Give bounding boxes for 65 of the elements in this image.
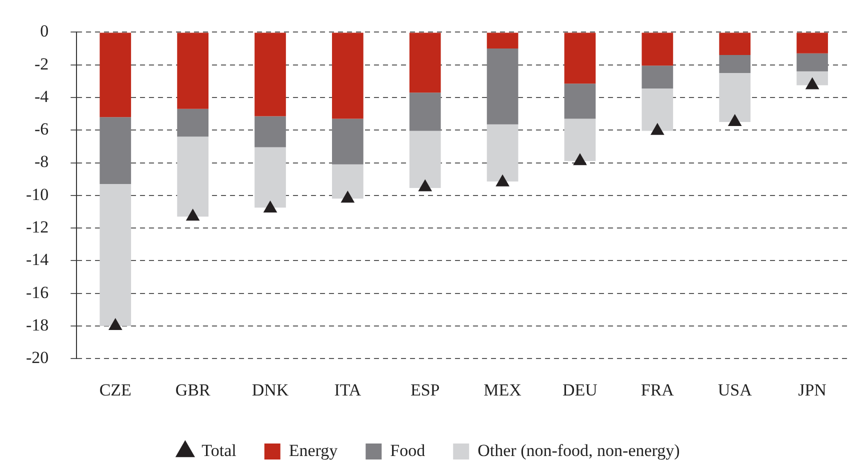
legend-label: Other (non-food, non-energy) (478, 440, 680, 460)
bar (719, 55, 751, 73)
bar (177, 32, 208, 109)
bar (332, 164, 364, 199)
point (805, 77, 820, 90)
bar (177, 108, 208, 137)
x-tick-label: CZE (99, 380, 132, 400)
x-tick-label: DNK (252, 380, 290, 400)
bar (796, 32, 828, 54)
y-tick-label: -20 (26, 348, 49, 368)
point (186, 208, 200, 221)
point (650, 122, 664, 135)
y-tick-label: 0 (40, 22, 49, 41)
bar (642, 66, 674, 89)
bar (796, 53, 828, 72)
bar (409, 92, 441, 131)
bar (642, 32, 674, 66)
x-tick-label: JPN (798, 380, 826, 400)
bar (564, 32, 596, 84)
bar (564, 84, 596, 119)
bar (409, 32, 441, 93)
x-tick-label: USA (718, 380, 753, 400)
bar (100, 32, 132, 118)
point (573, 153, 587, 166)
y-tick-label: -4 (34, 86, 50, 106)
legend-label: Energy (288, 440, 338, 460)
legend-label: Total (202, 440, 237, 460)
point (418, 179, 432, 192)
bar (177, 136, 208, 217)
point (263, 200, 278, 212)
bar (409, 130, 441, 188)
x-tick-label: ITA (334, 380, 362, 400)
bar (719, 32, 751, 56)
y-tick-label: -14 (26, 250, 50, 270)
bar (486, 124, 518, 182)
x-tick-label: GBR (175, 380, 211, 400)
legend-label: Food (390, 440, 426, 460)
bar (100, 117, 132, 184)
bar (100, 184, 132, 326)
bar (254, 116, 286, 148)
y-tick-label: -8 (34, 152, 49, 172)
bar (486, 32, 518, 49)
point (728, 114, 742, 126)
point (340, 190, 355, 203)
x-tick-label: ESP (410, 380, 440, 400)
bar (332, 118, 364, 164)
bar (254, 32, 286, 116)
bar (796, 71, 828, 86)
y-tick-label: -2 (34, 54, 49, 74)
bar (642, 88, 674, 131)
point (108, 318, 122, 330)
y-tick-label: -16 (26, 282, 49, 302)
bar (254, 147, 286, 208)
x-tick-label: FRA (640, 380, 675, 400)
bar (332, 32, 364, 119)
bar (719, 73, 751, 122)
bar (486, 48, 518, 124)
y-tick-label: -18 (26, 315, 49, 334)
point (496, 174, 510, 186)
x-tick-label: DEU (562, 380, 598, 400)
y-tick-label: -6 (34, 120, 49, 139)
y-tick-label: -10 (26, 184, 49, 204)
y-tick-label: -12 (26, 218, 49, 237)
x-tick-label: MEX (484, 380, 522, 400)
bar (564, 118, 596, 162)
